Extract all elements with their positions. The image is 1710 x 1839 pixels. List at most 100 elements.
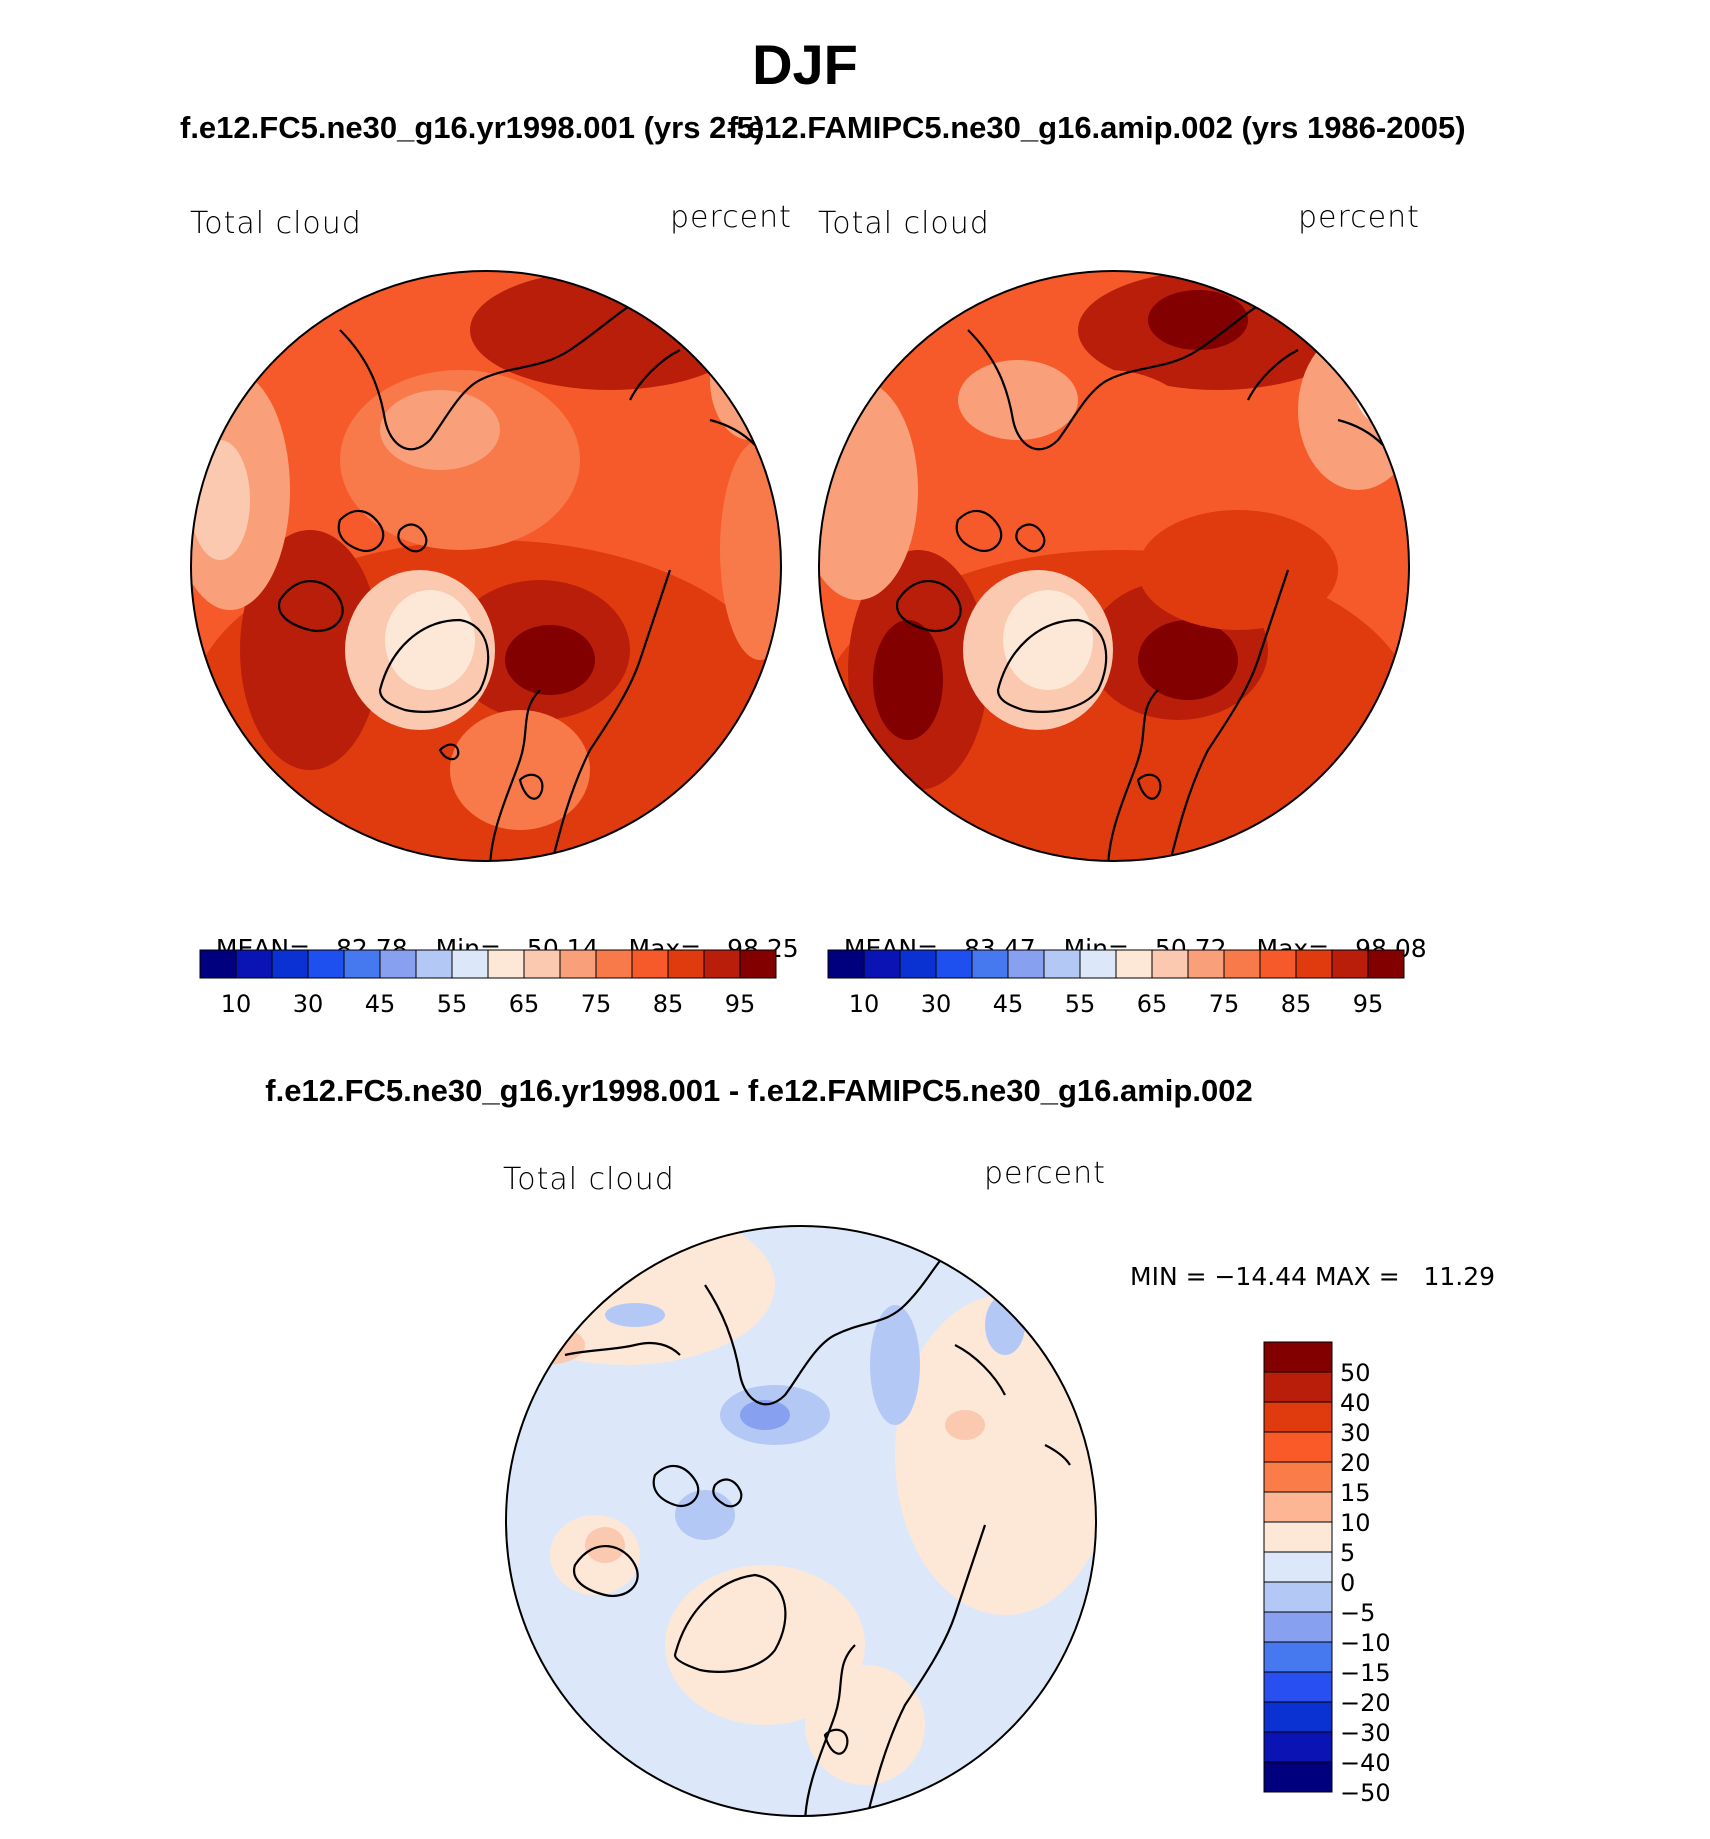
right-colorbar-swatch (935, 949, 973, 979)
diff-colorbar-tick-label: −30 (1340, 1719, 1391, 1747)
diff-colorbar-tick-label: 40 (1340, 1389, 1371, 1417)
right-colorbar-swatch (1259, 949, 1297, 979)
left-colorbar-tick-label: 30 (293, 990, 324, 1018)
right-colorbar-tick-label: 45 (993, 990, 1024, 1018)
case2-title: f.e12.FAMIPC5.ne30_g16.amip.002 (yrs 198… (728, 110, 1466, 145)
right-colorbar: 10 30 45 55 65 75 85 95 (827, 949, 1405, 1018)
right-colorbar-swatch (1079, 949, 1117, 979)
diff-coastlines (564, 1254, 1071, 1816)
right-colorbar-swatch (863, 949, 901, 979)
diff-colorbar-swatch (1263, 1731, 1333, 1763)
right-map-boundary (818, 270, 1410, 862)
left-colorbar-swatch (235, 949, 273, 979)
left-colorbar-swatch (379, 949, 417, 979)
diff-colorbar-tick-label: −20 (1340, 1689, 1391, 1717)
right-polar-map (818, 270, 1410, 862)
diff-colorbar-tick-label: 15 (1340, 1479, 1371, 1507)
diff-minmax: MIN = −14.44 MAX = 11.29 (1130, 1262, 1496, 1291)
diff-colorbar-tick-label: 20 (1340, 1449, 1371, 1477)
diff-colorbar-tick-label: 5 (1340, 1539, 1355, 1567)
left-colorbar-swatch (739, 949, 777, 979)
right-colorbar-swatch (1007, 949, 1045, 979)
diff-colorbar-swatch (1263, 1701, 1333, 1733)
left-colorbar-swatch (451, 949, 489, 979)
right-colorbar-tick-label: 75 (1209, 990, 1240, 1018)
diff-colorbar-tick-label: −10 (1340, 1629, 1391, 1657)
diff-colorbar-swatch (1263, 1371, 1333, 1403)
left-colorbar-swatch (667, 949, 705, 979)
right-variable-label: Total cloud (818, 206, 990, 241)
left-colorbar-swatch (487, 949, 525, 979)
right-colorbar-tick-label: 30 (921, 990, 952, 1018)
diff-colorbar-tick-label: 10 (1340, 1509, 1371, 1537)
left-polar-map (190, 270, 782, 862)
left-colorbar-swatch (595, 949, 633, 979)
right-colorbar-swatch (1115, 949, 1153, 979)
diff-colorbar-tick-label: 30 (1340, 1419, 1371, 1447)
diff-colorbar-swatch (1263, 1491, 1333, 1523)
diff-colorbar-tick-label: 0 (1340, 1569, 1355, 1597)
left-colorbar-swatch (703, 949, 741, 979)
diff-colorbar-swatch (1263, 1521, 1333, 1553)
diff-colorbar-swatch (1263, 1461, 1333, 1493)
right-colorbar-swatch (1151, 949, 1189, 979)
left-colorbar-tick-label: 45 (365, 990, 396, 1018)
left-units-label: percent (670, 200, 792, 235)
diff-colorbar-swatch (1263, 1641, 1333, 1673)
left-colorbar-tick-label: 65 (509, 990, 540, 1018)
right-colorbar-swatch (1223, 949, 1261, 979)
left-cloud-field (191, 271, 781, 861)
diff-polar-map (505, 1225, 1097, 1817)
season-title: DJF (752, 33, 858, 96)
left-colorbar-swatch (307, 949, 345, 979)
left-colorbar-swatch (523, 949, 561, 979)
diff-colorbar-swatch (1263, 1671, 1333, 1703)
right-colorbar-tick-label: 65 (1137, 990, 1168, 1018)
left-colorbar-tick-label: 75 (581, 990, 612, 1018)
left-colorbar-swatch (271, 949, 309, 979)
right-colorbar-tick-label: 55 (1065, 990, 1096, 1018)
left-coastlines (277, 299, 756, 861)
right-colorbar-swatch (899, 949, 937, 979)
diff-colorbar-tick-label: −15 (1340, 1659, 1391, 1687)
diff-colorbar-tick-label: −40 (1340, 1749, 1391, 1777)
diff-units-label: percent (984, 1156, 1106, 1191)
right-colorbar-tick-label: 85 (1281, 990, 1312, 1018)
left-colorbar-tick-label: 95 (725, 990, 756, 1018)
right-colorbar-swatch (827, 949, 865, 979)
diff-colorbar-swatch (1263, 1761, 1333, 1793)
left-map-boundary (190, 270, 782, 862)
diff-variable-label: Total cloud (503, 1162, 675, 1197)
left-colorbar-swatch (559, 949, 597, 979)
diff-colorbar-swatch (1263, 1551, 1333, 1583)
diff-map-boundary (505, 1225, 1097, 1817)
right-coastlines (895, 299, 1384, 861)
right-colorbar-swatch (971, 949, 1009, 979)
diff-colorbar-tick-label: −50 (1340, 1779, 1391, 1807)
left-colorbar-tick-label: 85 (653, 990, 684, 1018)
left-colorbar-swatch (631, 949, 669, 979)
right-colorbar-tick-label: 10 (849, 990, 880, 1018)
left-colorbar-swatch (199, 949, 237, 979)
diff-colorbar-swatch (1263, 1341, 1333, 1373)
right-colorbar-swatch (1187, 949, 1225, 979)
right-colorbar-swatch (1331, 949, 1369, 979)
diff-colorbar-swatch (1263, 1611, 1333, 1643)
case1-title: f.e12.FC5.ne30_g16.yr1998.001 (yrs 2-5) (180, 110, 765, 145)
right-colorbar-swatch (1043, 949, 1081, 979)
left-colorbar-swatch (343, 949, 381, 979)
right-cloud-field (819, 271, 1409, 861)
right-colorbar-swatch (1295, 949, 1333, 979)
diff-colorbar-swatch (1263, 1581, 1333, 1613)
diff-colorbar-tick-label: −5 (1340, 1599, 1375, 1627)
left-colorbar-tick-label: 55 (437, 990, 468, 1018)
diff-colorbar-tick-label: 50 (1340, 1359, 1371, 1387)
right-colorbar-tick-label: 95 (1353, 990, 1384, 1018)
diff-title: f.e12.FC5.ne30_g16.yr1998.001 - f.e12.FA… (265, 1073, 1253, 1108)
left-colorbar-tick-label: 10 (221, 990, 252, 1018)
diff-cloud-field (506, 1226, 1096, 1816)
diff-colorbar-swatch (1263, 1401, 1333, 1433)
right-colorbar-swatch (1367, 949, 1405, 979)
left-colorbar: 10 30 45 55 65 75 85 95 (199, 949, 777, 1018)
